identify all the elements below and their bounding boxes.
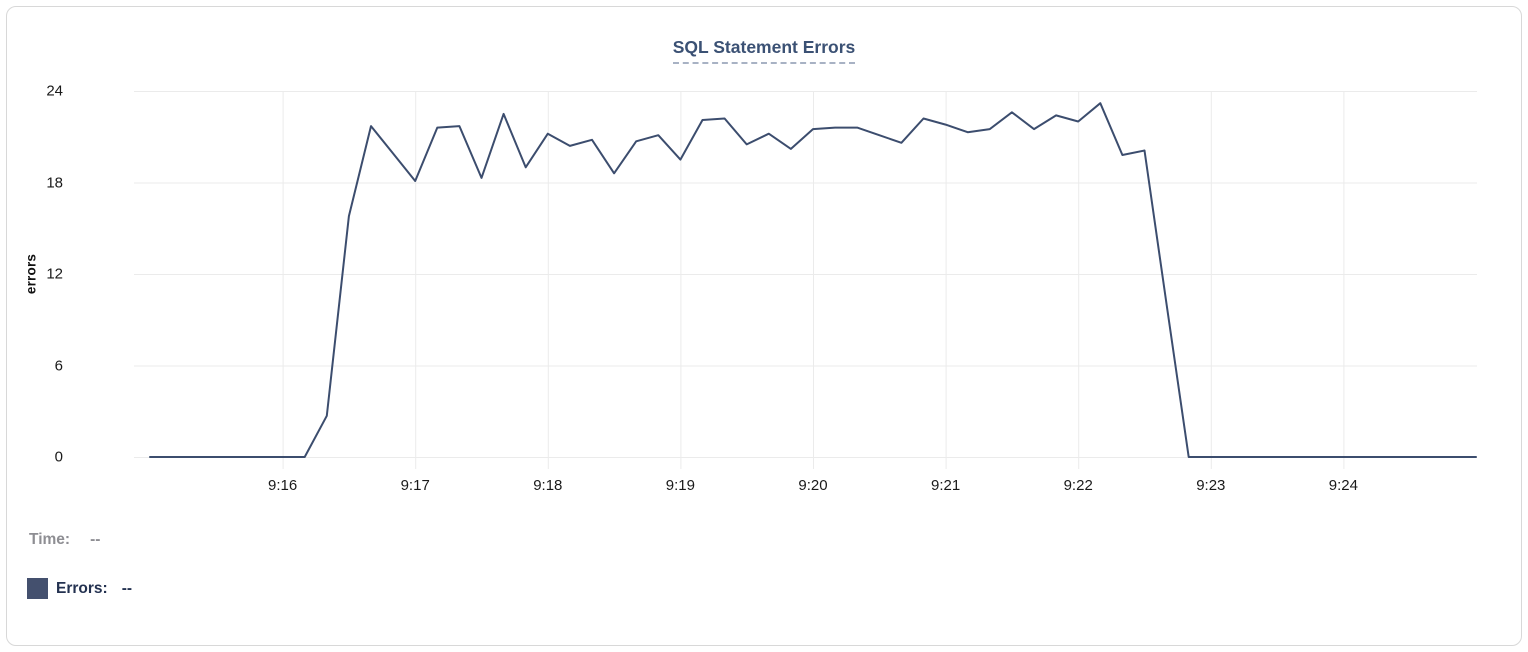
- errors-series-line: [149, 102, 1477, 458]
- tooltip-time-label: Time:: [29, 531, 71, 548]
- x-tick-label: 9:19: [665, 477, 695, 494]
- x-tick-label: 9:21: [930, 477, 961, 494]
- chart-panel: SQL Statement Errors errors 0 6 12 18 24 9:1…: [6, 6, 1522, 646]
- tooltip-time-value: --: [90, 531, 101, 548]
- x-tick-label: 9:22: [1063, 477, 1093, 494]
- chart-plot-area[interactable]: [7, 7, 1528, 652]
- x-tick-label: 9:20: [798, 477, 828, 494]
- chart-title[interactable]: SQL Statement Errors: [672, 37, 856, 64]
- x-tick-label: 9:18: [533, 477, 563, 494]
- y-tick-label: 24: [46, 82, 63, 100]
- errors-series-swatch: [27, 578, 48, 599]
- x-tick-label: 9:17: [400, 477, 430, 494]
- legend-errors-row: Errors: --: [27, 578, 132, 599]
- tooltip-time-row: Time: --: [29, 531, 100, 549]
- y-tick-label: 6: [54, 357, 63, 374]
- chart-header: SQL Statement Errors: [7, 37, 1521, 64]
- y-tick-label: 12: [46, 265, 63, 283]
- x-tick-label: 9:23: [1196, 477, 1226, 494]
- tooltip-errors-label: Errors:: [56, 579, 108, 597]
- y-tick-label: 0: [54, 448, 63, 466]
- y-tick-label: 18: [46, 174, 63, 191]
- x-tick-label: 9:24: [1328, 477, 1358, 494]
- x-tick-label: 9:16: [267, 477, 298, 494]
- tooltip-errors-value: --: [121, 579, 133, 597]
